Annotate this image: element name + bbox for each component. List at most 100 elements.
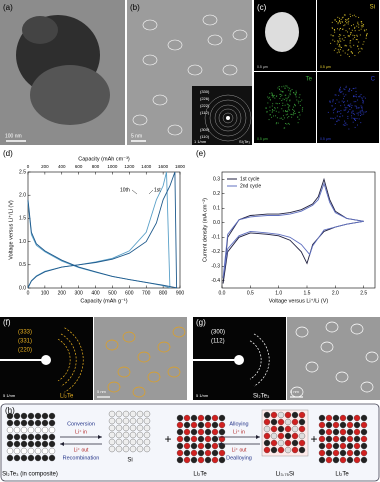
y-tick-label: 0.3 xyxy=(213,177,220,183)
eds-dot xyxy=(343,88,345,90)
eds-dot xyxy=(298,102,300,104)
micrograph xyxy=(94,317,187,400)
panel-label: (h) xyxy=(5,406,15,415)
eds-dot xyxy=(361,48,363,50)
eds-dot xyxy=(365,37,367,39)
panel-label: (f) xyxy=(3,318,11,327)
eds-dot xyxy=(355,87,357,89)
atom xyxy=(277,411,285,419)
eds-dot xyxy=(277,107,279,109)
eds-dot xyxy=(347,115,349,117)
atom xyxy=(115,424,123,432)
nanodomain xyxy=(105,339,119,351)
atom xyxy=(183,428,191,436)
eds-dot xyxy=(341,17,343,19)
eds-dot xyxy=(337,40,339,42)
eds-dot xyxy=(336,111,338,113)
eds-dot xyxy=(353,14,355,16)
nanodomain xyxy=(207,34,223,46)
atom xyxy=(291,411,299,419)
eds-dot xyxy=(354,26,356,28)
atom xyxy=(143,445,151,453)
eds-dot xyxy=(360,25,362,27)
atom xyxy=(122,438,130,446)
atom xyxy=(13,419,21,427)
eds-dot xyxy=(358,26,360,28)
eds-dot xyxy=(351,117,353,119)
atom xyxy=(339,435,347,443)
y-tick-label: 0.1 xyxy=(213,206,220,212)
process-label: Recombination xyxy=(63,455,100,461)
eds-dot xyxy=(359,111,361,113)
eds-dot xyxy=(349,89,351,91)
eds-dot xyxy=(299,94,301,96)
atom xyxy=(325,428,333,436)
eds-dot xyxy=(344,44,346,46)
x-tick-label: 300 xyxy=(74,290,83,296)
eds-dot xyxy=(339,91,341,93)
eds-dot xyxy=(293,113,295,115)
eds-dot xyxy=(355,38,357,40)
atom xyxy=(360,428,368,436)
eds-dot xyxy=(275,110,277,112)
atom xyxy=(13,433,21,441)
nanodomain xyxy=(167,124,183,136)
atom xyxy=(190,421,198,429)
atom xyxy=(204,428,212,436)
eds-dot xyxy=(333,112,335,114)
eds-dot xyxy=(282,115,284,117)
eds-dot xyxy=(334,94,336,96)
atom xyxy=(298,446,306,454)
plane-label: (333) xyxy=(18,330,32,336)
eds-dot xyxy=(337,119,339,121)
eds-dot xyxy=(272,96,274,98)
atom xyxy=(360,449,368,457)
eds-dot xyxy=(343,101,345,103)
eds-dot xyxy=(283,117,285,119)
eds-dot xyxy=(356,39,358,41)
eds-dot xyxy=(361,107,363,109)
eds-dot xyxy=(349,88,351,90)
eds-dot xyxy=(272,110,274,112)
atom xyxy=(20,454,28,462)
eds-dot xyxy=(292,112,294,114)
atom xyxy=(298,439,306,447)
eds-dot xyxy=(366,34,368,36)
atom xyxy=(284,446,292,454)
atom xyxy=(48,454,56,462)
element-label: Te xyxy=(306,77,313,83)
eds-dot xyxy=(336,43,338,45)
eds-dot xyxy=(298,96,300,98)
atom xyxy=(270,446,278,454)
eds-dot xyxy=(355,16,357,18)
scale-label: 5 nm xyxy=(97,389,107,394)
atom xyxy=(48,412,56,420)
x2-tick-label: 800 xyxy=(92,164,100,169)
process-label: Alloying xyxy=(229,421,248,427)
legend-label: 2nd cycle xyxy=(240,183,261,189)
nanodomain xyxy=(132,114,148,126)
eds-dot xyxy=(278,86,280,88)
eds-dot xyxy=(273,94,275,96)
atom xyxy=(176,428,184,436)
eds-dot xyxy=(271,94,273,96)
y-tick-label: 2.5 xyxy=(19,169,26,175)
eds-dot xyxy=(339,88,341,90)
species-label: Li₃.₇₅Si xyxy=(276,472,295,478)
eds-dot xyxy=(348,20,350,22)
scale-label: 0.5 µm xyxy=(320,65,331,69)
arrowhead xyxy=(98,435,102,439)
eds-dot xyxy=(350,25,352,27)
nanodomain xyxy=(132,386,146,398)
x2-tick-label: 1000 xyxy=(107,164,118,169)
eds-dot xyxy=(358,29,360,31)
atom xyxy=(318,428,326,436)
eds-dot xyxy=(331,105,333,107)
eds-dot xyxy=(357,23,359,25)
atom xyxy=(325,449,333,457)
eds-dot xyxy=(273,110,275,112)
eds-dot xyxy=(363,113,365,115)
eds-dot xyxy=(293,92,295,94)
eds-dot xyxy=(338,94,340,96)
